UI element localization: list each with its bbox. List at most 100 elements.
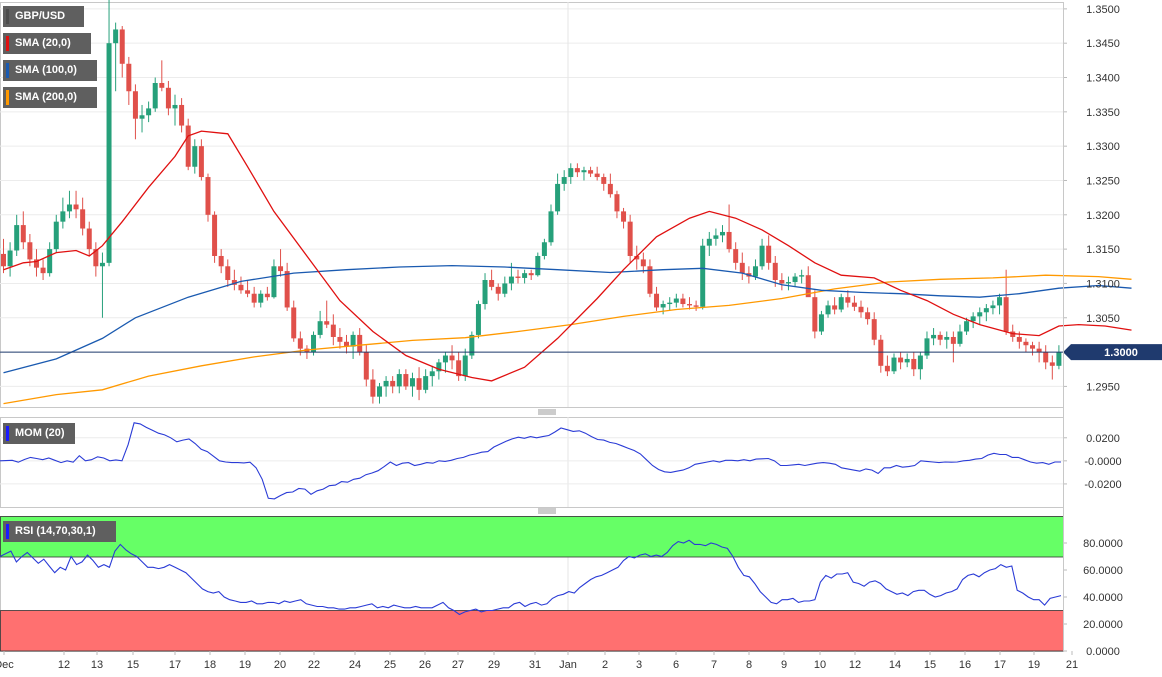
- candle: [977, 307, 983, 325]
- candle: [383, 376, 389, 397]
- candle-body: [561, 177, 567, 184]
- candle-body: [139, 115, 145, 119]
- candle: [607, 173, 613, 198]
- candle: [568, 163, 574, 184]
- candle-body: [462, 355, 468, 377]
- candle-body: [739, 262, 745, 274]
- date-tick-label: 9: [781, 659, 787, 671]
- candle: [258, 290, 264, 308]
- candle-body: [957, 331, 963, 344]
- candle-body: [429, 371, 435, 377]
- candle-body: [884, 365, 890, 372]
- candle: [601, 173, 607, 191]
- date-tick-label: 15: [924, 659, 936, 671]
- candle-body: [818, 314, 824, 332]
- candle: [271, 259, 277, 299]
- legend-rsi[interactable]: RSI (14,70,30,1): [3, 521, 116, 542]
- candle: [99, 252, 105, 318]
- candle: [687, 297, 693, 310]
- candle-body: [1, 253, 6, 267]
- legend-price[interactable]: GBP/USD: [3, 6, 84, 27]
- price-tick-label: 1.3050: [1086, 313, 1120, 325]
- candle: [541, 238, 547, 260]
- legend-sma100[interactable]: SMA (100,0): [3, 60, 97, 81]
- candle: [47, 242, 53, 277]
- candle-body: [27, 242, 33, 260]
- candle: [805, 266, 811, 298]
- candle-body: [185, 125, 191, 167]
- candle: [647, 259, 653, 298]
- candle: [779, 273, 785, 291]
- legend-sma200[interactable]: SMA (200,0): [3, 87, 97, 108]
- rsi-tick-label: 80.0000: [1083, 538, 1123, 550]
- panel-resize-handle: [538, 409, 556, 415]
- candle: [376, 382, 382, 404]
- rsi-tick-label: 20.0000: [1083, 619, 1123, 631]
- candle: [911, 352, 917, 377]
- candle-body: [495, 286, 501, 294]
- candle-body: [640, 259, 646, 267]
- date-tick-label: Jan: [559, 659, 577, 671]
- candle-body: [409, 378, 415, 387]
- candle-body: [977, 312, 983, 317]
- candle: [192, 139, 198, 174]
- price-tick-label: 1.2950: [1086, 381, 1120, 393]
- candle-body: [449, 355, 455, 361]
- candle-body: [376, 386, 382, 397]
- momentum-panel: 0.0200 -0.0000 -0.0200: [0, 422, 1122, 500]
- candle-body: [469, 334, 475, 356]
- candle: [818, 310, 824, 335]
- candle-body: [911, 358, 917, 370]
- price-tick-label: 1.3450: [1086, 38, 1120, 50]
- legend-mom[interactable]: MOM (20): [3, 423, 75, 444]
- candle: [119, 26, 125, 78]
- candle-body: [80, 209, 86, 229]
- panel-backgrounds: [0, 2, 1064, 652]
- date-tick-label: 17: [169, 659, 181, 671]
- date-tick-label: 20: [274, 659, 286, 671]
- candle: [706, 231, 712, 256]
- mom-panel-bg: [0, 417, 1064, 508]
- candle-body: [660, 304, 666, 308]
- candle-body: [317, 321, 323, 335]
- candle: [917, 352, 923, 380]
- candle-body: [917, 355, 923, 370]
- candle: [884, 355, 890, 377]
- legend-sma200-swatch: [6, 90, 9, 105]
- candle: [291, 300, 297, 342]
- candle: [429, 365, 435, 387]
- candle-body: [1049, 362, 1055, 366]
- candle-body: [33, 259, 39, 268]
- candle: [950, 331, 956, 363]
- candle-body: [489, 280, 495, 287]
- candle: [719, 225, 725, 243]
- date-tick-label: 17: [994, 659, 1006, 671]
- legend-sma20[interactable]: SMA (20,0): [3, 33, 91, 54]
- candle: [627, 214, 633, 263]
- legend-sma100-swatch: [6, 63, 9, 78]
- candle-body: [159, 83, 165, 88]
- candle: [251, 286, 257, 308]
- candle: [159, 60, 165, 92]
- candle: [588, 166, 594, 178]
- candle-body: [825, 305, 831, 315]
- candle: [1043, 345, 1049, 370]
- candle-body: [363, 352, 369, 380]
- current-price-label: 1.3000: [1104, 347, 1138, 359]
- candle-body: [218, 255, 224, 267]
- candle: [475, 300, 481, 339]
- candle: [231, 269, 237, 291]
- candle: [825, 300, 831, 318]
- candle: [456, 352, 462, 381]
- candle-body: [132, 91, 138, 119]
- candle: [449, 345, 455, 370]
- candle-body: [502, 283, 508, 294]
- candle: [495, 283, 501, 301]
- rsi-tick-label: 60.0000: [1083, 565, 1123, 577]
- candle-body: [370, 379, 376, 397]
- date-tick-label: 3: [636, 659, 642, 671]
- price-tick-label: 1.3400: [1086, 73, 1120, 85]
- candle: [284, 262, 290, 311]
